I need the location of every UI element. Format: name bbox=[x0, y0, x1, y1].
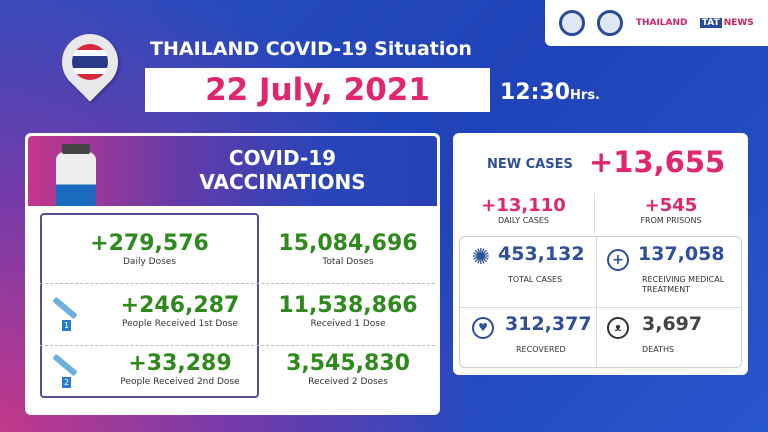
recovered-heart-icon: ♥ bbox=[472, 317, 494, 339]
ribbon-icon: ᴥ bbox=[607, 317, 629, 339]
page-title: THAILAND COVID-19 Situation bbox=[150, 38, 472, 60]
medical-cross-icon: + bbox=[607, 249, 629, 271]
daily-doses: +279,576 Daily Doses bbox=[90, 231, 209, 267]
tat-news-logo: TAT NEWS bbox=[699, 18, 754, 28]
recovered-label: RECOVERED bbox=[516, 345, 566, 354]
deaths-value: 3,697 bbox=[642, 313, 703, 335]
total-cases-label: TOTAL CASES bbox=[508, 275, 563, 284]
vaccinations-header: COVID-19 VACCINATIONS bbox=[28, 136, 437, 206]
virus-icon: ✺ bbox=[471, 245, 491, 270]
prison-cases: +545 FROM PRISONS bbox=[640, 195, 702, 225]
dose-badge-2: 2 bbox=[62, 377, 71, 388]
vaccinations-card: COVID-19 VACCINATIONS +279,576 Daily Dose… bbox=[25, 133, 440, 415]
first-dose-total: 11,538,866 Received 1 Dose bbox=[278, 293, 418, 329]
date: 22 July, 2021 bbox=[145, 68, 490, 112]
treatment-value: 137,058 bbox=[638, 243, 725, 265]
second-dose-daily: +33,289 People Received 2nd Dose bbox=[120, 351, 240, 387]
recovered-value: 312,377 bbox=[505, 313, 592, 335]
dose-badge-1: 1 bbox=[62, 320, 71, 331]
deaths-label: DEATHS bbox=[642, 345, 675, 354]
time: 12:30Hrs. bbox=[500, 80, 600, 105]
total-doses: 15,084,696 Total Doses bbox=[278, 231, 418, 267]
daily-cases: +13,110 DAILY CASES bbox=[481, 195, 566, 225]
vaccine-bottle-icon bbox=[56, 144, 96, 206]
logo-bar: THAILAND TAT NEWS bbox=[545, 0, 768, 46]
second-dose-total: 3,545,830 Received 2 Doses bbox=[286, 351, 410, 387]
treatment-label: RECEIVING MEDICAL bbox=[642, 275, 725, 284]
first-dose-daily: +246,287 People Received 1st Dose bbox=[120, 293, 240, 329]
new-cases-label: NEW CASES bbox=[487, 157, 573, 172]
thailand-flag-icon bbox=[72, 44, 108, 80]
vaccinations-title-line1: COVID-19 bbox=[228, 146, 337, 170]
total-cases-value: 453,132 bbox=[498, 243, 585, 265]
vaccinations-title-line2: VACCINATIONS bbox=[199, 170, 366, 194]
treatment-label-2: TREATMENT bbox=[642, 285, 691, 294]
government-seal-logo bbox=[559, 10, 586, 36]
ministry-seal-logo bbox=[597, 10, 624, 36]
new-cases-value: +13,655 bbox=[589, 145, 726, 179]
cases-grid: ✺ 453,132 TOTAL CASES + 137,058 RECEIVIN… bbox=[459, 236, 742, 368]
cases-card: NEW CASES +13,655 +13,110 DAILY CASES +54… bbox=[453, 133, 748, 375]
amazing-thailand-logo: THAILAND bbox=[635, 18, 688, 28]
daily-box bbox=[40, 213, 259, 398]
